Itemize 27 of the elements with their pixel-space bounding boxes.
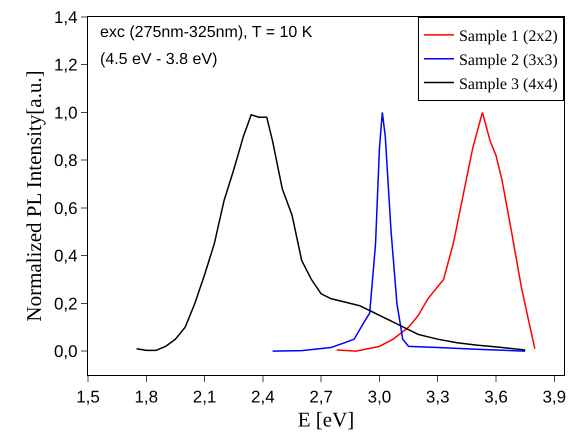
x-tick-label: 2,7 xyxy=(309,387,333,406)
x-tick-label: 3,6 xyxy=(484,387,508,406)
legend-label: Sample 3 (4x4) xyxy=(459,76,558,93)
annotation: (4.5 eV - 3.8 eV) xyxy=(100,51,218,68)
y-tick-label: 0,0 xyxy=(54,342,78,362)
x-tick-label: 1,8 xyxy=(134,387,158,406)
y-tick-label: 1,2 xyxy=(54,56,78,75)
x-tick-label: 1,5 xyxy=(76,387,100,406)
line-series xyxy=(336,112,536,352)
x-tick-label: 3,3 xyxy=(426,387,450,406)
x-axis-title: E [eV] xyxy=(298,408,354,432)
x-tick-label: 2,4 xyxy=(251,387,275,406)
y-tick-label: 0,2 xyxy=(54,294,78,314)
y-tick-label: 0,8 xyxy=(54,151,78,170)
annotation: exc (275nm-325nm), T = 10 K xyxy=(100,24,313,41)
x-tick-label: 2,1 xyxy=(192,387,216,406)
legend-label: Sample 1 (2x2) xyxy=(459,28,558,46)
line-series xyxy=(136,114,526,352)
y-axis-title: Normalized PL Intensity[a.u.] xyxy=(22,70,46,322)
y-tick-label: 1,4 xyxy=(54,8,78,27)
y-tick-label: 1,0 xyxy=(54,103,78,122)
y-tick-label: 0,6 xyxy=(54,198,78,218)
x-tick-label: 3,9 xyxy=(542,387,566,406)
y-tick-label: 0,4 xyxy=(54,246,78,266)
line-series xyxy=(272,112,526,352)
x-tick-label: 3,0 xyxy=(368,387,392,406)
legend-label: Sample 2 (3x3) xyxy=(459,52,558,69)
